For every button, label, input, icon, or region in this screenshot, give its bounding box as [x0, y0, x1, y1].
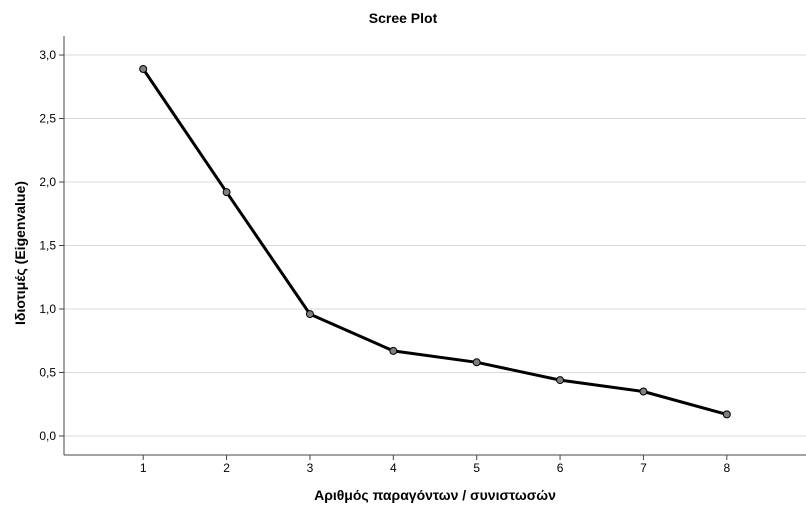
data-point	[639, 387, 648, 396]
x-tick-label: 1	[140, 461, 147, 475]
x-tick-label: 6	[557, 461, 564, 475]
y-tick-label: 1,0	[39, 302, 56, 316]
data-point	[305, 310, 314, 319]
data-point	[389, 346, 398, 355]
x-axis-label: Αριθμός παραγόντων / συνιστωσών	[314, 487, 556, 503]
x-tick-label: 8	[723, 461, 730, 475]
data-point	[222, 188, 231, 197]
x-tick-label: 3	[307, 461, 314, 475]
data-point	[722, 410, 731, 419]
x-tick-label: 7	[640, 461, 647, 475]
y-tick-label: 2,5	[39, 112, 56, 126]
y-tick-label: 0,5	[39, 365, 56, 379]
x-tick-label: 5	[473, 461, 480, 475]
data-point	[556, 376, 565, 385]
data-point	[472, 358, 481, 367]
y-tick-label: 2,0	[39, 175, 56, 189]
x-tick-label: 4	[390, 461, 397, 475]
series-line	[141, 68, 728, 416]
chart-title: Scree Plot	[368, 10, 438, 26]
y-tick-label: 3,0	[39, 48, 56, 62]
data-point	[139, 65, 148, 74]
x-tick-label: 2	[223, 461, 230, 475]
y-tick-label: 1,5	[39, 239, 56, 253]
y-tick-label: 0,0	[39, 429, 56, 443]
